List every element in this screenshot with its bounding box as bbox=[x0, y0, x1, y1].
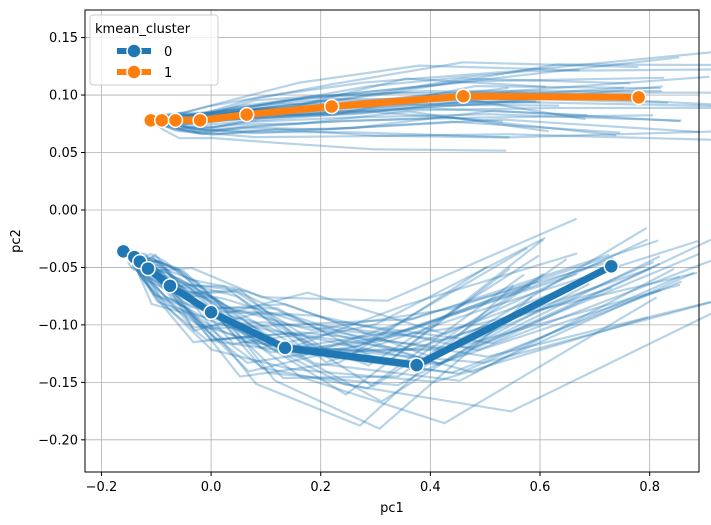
y-tick-label: 0.00 bbox=[49, 203, 78, 218]
series-point-1 bbox=[238, 106, 255, 123]
legend-swatch-marker bbox=[126, 64, 142, 80]
series-point-0 bbox=[277, 340, 293, 356]
x-tick-label: 0.2 bbox=[310, 480, 331, 495]
series-point-1 bbox=[167, 112, 184, 129]
y-tick-label: 0.10 bbox=[49, 89, 78, 104]
series-layer bbox=[115, 88, 647, 373]
x-tick-label: 0.6 bbox=[530, 480, 551, 495]
series-point-1 bbox=[154, 112, 170, 129]
legend-entries: 01 bbox=[117, 43, 172, 81]
series-point-0 bbox=[140, 260, 156, 277]
y-tick-label: −0.15 bbox=[38, 376, 78, 391]
y-axis-label: pc2 bbox=[9, 229, 24, 253]
x-tick-label: 0.0 bbox=[201, 480, 222, 495]
series-point-1 bbox=[323, 98, 340, 115]
y-tick-label: −0.05 bbox=[38, 261, 78, 276]
x-axis: −0.2 0.0 0.2 0.4 0.6 0.8 bbox=[86, 472, 660, 495]
y-tick-label: −0.20 bbox=[38, 433, 78, 448]
series-point-1 bbox=[455, 88, 472, 104]
y-tick-label: −0.10 bbox=[38, 318, 78, 333]
series-point-0 bbox=[408, 357, 425, 373]
series-point-0 bbox=[603, 258, 620, 275]
plot-frame bbox=[84, 9, 700, 473]
series-point-0 bbox=[203, 304, 219, 321]
x-axis-label: pc1 bbox=[380, 501, 404, 516]
legend-label: 0 bbox=[164, 45, 172, 60]
y-axis: −0.20 −0.15 −0.10 −0.05 0.00 0.05 0.10 0.15 bbox=[38, 31, 85, 448]
x-tick-label: −0.2 bbox=[86, 480, 118, 495]
series-point-0 bbox=[162, 278, 178, 294]
legend-box bbox=[89, 14, 219, 86]
x-tick-label: 0.8 bbox=[639, 480, 660, 495]
legend: kmean_cluster 01 bbox=[89, 14, 219, 86]
legend-title: kmean_cluster bbox=[95, 22, 191, 37]
y-tick-label: 0.15 bbox=[49, 31, 78, 46]
series-point-1 bbox=[192, 112, 208, 129]
series-point-1 bbox=[630, 89, 647, 106]
legend-swatch-marker bbox=[126, 43, 142, 59]
y-tick-label: 0.05 bbox=[49, 146, 78, 161]
x-tick-label: 0.4 bbox=[420, 480, 441, 495]
legend-label: 1 bbox=[164, 66, 172, 81]
